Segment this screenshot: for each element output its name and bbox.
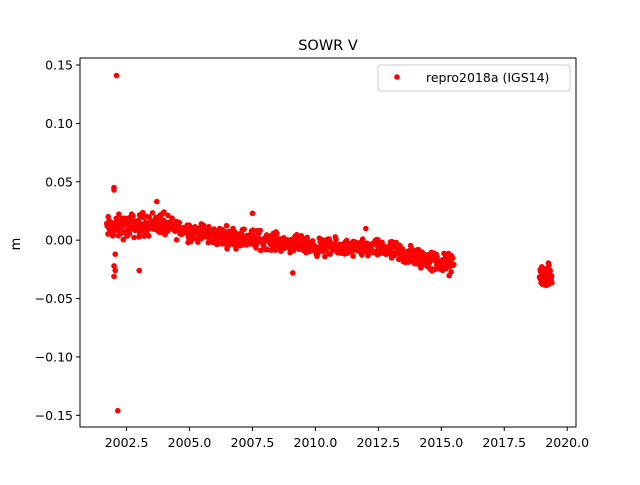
y-tick-label: −0.15 [35, 408, 73, 423]
data-point [233, 246, 239, 252]
outlier-point [112, 251, 118, 257]
x-tick-label: 2002.5 [105, 435, 149, 450]
y-axis-ticks: 0.15 0.10 0.05 0.00 −0.05 −0.10 −0.15 [35, 58, 80, 423]
data-points [103, 72, 555, 414]
outlier-point [111, 263, 117, 269]
data-point [257, 247, 264, 254]
outlier-point [154, 198, 160, 205]
outlier-point [115, 407, 121, 414]
data-point [546, 262, 552, 269]
x-tick-label: 2020.0 [545, 435, 589, 450]
y-tick-label: −0.05 [35, 291, 73, 306]
data-point [393, 239, 399, 246]
data-point [136, 234, 142, 240]
data-point [322, 253, 328, 260]
data-point [131, 234, 137, 241]
data-point [169, 215, 175, 221]
outlier-point [111, 273, 117, 280]
x-tick-label: 2012.5 [356, 435, 400, 450]
data-point [274, 230, 280, 237]
data-point [451, 261, 457, 268]
data-point [140, 209, 146, 216]
y-tick-label: −0.10 [35, 349, 73, 364]
y-tick-label: 0.10 [45, 116, 73, 131]
data-point [149, 210, 156, 216]
x-tick-label: 2007.5 [231, 435, 275, 450]
data-point [161, 209, 167, 215]
data-point [205, 239, 212, 246]
data-point [257, 227, 264, 234]
chart-title: SOWR V [298, 38, 358, 54]
data-point [304, 234, 311, 241]
data-point [126, 231, 133, 237]
data-point [135, 217, 142, 223]
data-point [375, 237, 381, 243]
data-point [110, 231, 117, 238]
data-point [448, 269, 454, 275]
data-point [241, 226, 247, 232]
data-point [547, 267, 553, 274]
x-tick-label: 2005.0 [168, 435, 212, 450]
data-point [327, 251, 334, 257]
y-tick-label: 0.00 [45, 233, 73, 248]
data-point [379, 239, 385, 246]
data-point [145, 233, 152, 239]
legend-label: repro2018a (IGS14) [426, 70, 549, 85]
outlier-point [249, 210, 256, 217]
data-point [223, 222, 230, 229]
outlier-point [111, 187, 117, 193]
legend-marker [394, 74, 400, 80]
x-tick-label: 2015.0 [419, 435, 463, 450]
data-point [130, 213, 136, 219]
outlier-point [136, 267, 142, 274]
legend: repro2018a (IGS14) [377, 64, 571, 92]
data-point [333, 236, 339, 243]
x-tick-label: 2010.0 [294, 435, 338, 450]
data-point [350, 253, 356, 259]
data-point [359, 252, 365, 258]
outlier-point [363, 225, 369, 232]
data-point [399, 246, 406, 252]
data-point [116, 211, 122, 217]
data-point [176, 220, 183, 226]
data-point [549, 279, 555, 286]
y-tick-label: 0.05 [45, 174, 73, 189]
x-axis-ticks: 2002.5 2005.0 2007.5 2010.0 2012.5 2015.0 2017… [105, 427, 589, 450]
plot-frame [79, 57, 577, 428]
data-point [173, 237, 180, 243]
data-point [449, 255, 456, 261]
x-tick-label: 2017.5 [482, 435, 526, 450]
data-point [206, 223, 212, 230]
data-point [165, 212, 171, 219]
data-point [405, 259, 412, 265]
data-point [187, 238, 194, 245]
outlier-point [290, 270, 296, 276]
y-axis-label: m [9, 238, 24, 251]
outlier-point [112, 267, 118, 274]
data-point [294, 231, 300, 238]
data-point [146, 214, 152, 220]
data-point [120, 236, 127, 243]
data-point [548, 273, 555, 279]
outlier-point [113, 72, 120, 79]
data-point [290, 247, 297, 254]
y-tick-label: 0.15 [45, 58, 73, 73]
legend-box [377, 64, 571, 92]
